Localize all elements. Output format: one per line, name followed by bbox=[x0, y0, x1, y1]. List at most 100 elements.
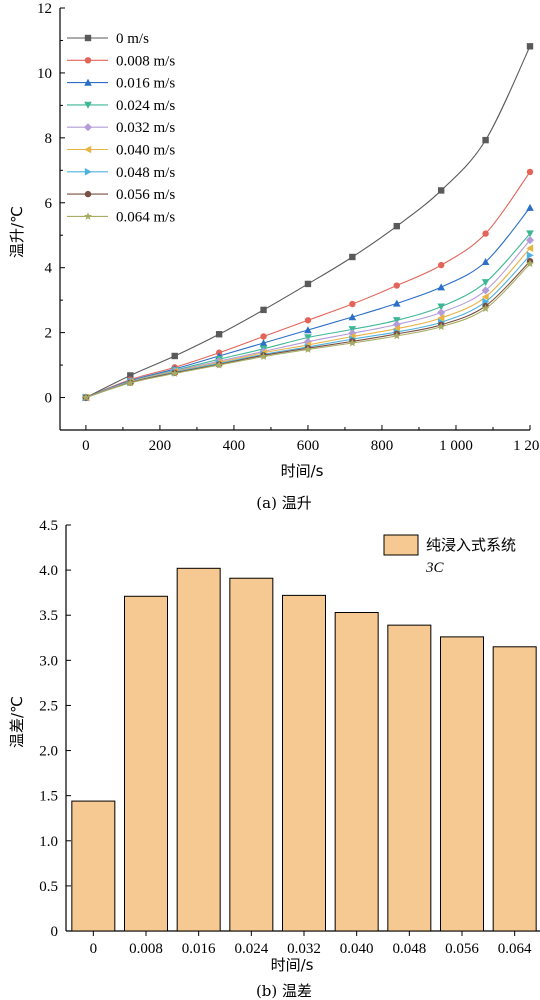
temperature-rise-line-chart: 0 2 4 6 8 10 12 0 200 400 600 800 1 000 1 200 0 m/s 0.… bbox=[8, 1, 540, 510]
x-tick-label: 600 bbox=[297, 438, 320, 454]
y-tick-label: 0 bbox=[51, 924, 59, 940]
bar bbox=[387, 624, 432, 932]
data-point bbox=[437, 283, 445, 291]
data-point bbox=[526, 236, 534, 245]
data-point bbox=[526, 251, 534, 260]
legend-label: 0.064 m/s bbox=[116, 209, 175, 225]
x-tick-label: 400 bbox=[223, 438, 246, 454]
legend-label: 0.032 m/s bbox=[116, 120, 175, 136]
y-tick-label: 2.5 bbox=[39, 698, 58, 714]
data-point bbox=[348, 338, 357, 347]
data-point bbox=[526, 259, 534, 268]
bar bbox=[282, 594, 326, 932]
legend-marker bbox=[84, 34, 92, 42]
data-point bbox=[481, 286, 490, 295]
legend-label: 0 m/s bbox=[116, 31, 149, 47]
data-point bbox=[81, 393, 90, 401]
series-8 bbox=[81, 259, 534, 401]
x-tick-label: 1 200 bbox=[513, 438, 540, 454]
y-tick-label: 4.5 bbox=[39, 518, 58, 534]
data-point bbox=[349, 300, 356, 308]
x-tick-label: 0 bbox=[82, 438, 90, 454]
series-line bbox=[85, 46, 531, 399]
x-tick-label: 0.008 bbox=[129, 941, 163, 957]
y-axis-title: 温升/℃ bbox=[8, 206, 26, 258]
y-axis-title: 温差/℃ bbox=[8, 696, 26, 748]
series-lines bbox=[81, 43, 534, 402]
x-tick-label: 800 bbox=[371, 438, 394, 454]
legend-item: 0.064 m/s bbox=[67, 209, 175, 225]
data-point bbox=[349, 253, 356, 261]
y-tick-label: 2 bbox=[45, 326, 53, 342]
legend-marker bbox=[84, 57, 92, 64]
legend-item: 0.024 m/s bbox=[67, 98, 175, 114]
data-point bbox=[526, 230, 534, 238]
caption-a: (a) 温升 bbox=[256, 494, 311, 510]
legend-label: 0.008 m/s bbox=[116, 53, 175, 69]
legend-label: 0.056 m/s bbox=[116, 187, 175, 203]
data-point bbox=[170, 369, 179, 377]
y-tick-label: 8 bbox=[45, 131, 53, 147]
x-tick-label: 0.040 bbox=[340, 941, 374, 957]
legend-label: 0.040 m/s bbox=[116, 143, 175, 159]
tick-labels: 0 0.5 1.0 1.5 2.0 2.5 3.0 3.5 4.0 4.5 0 0.008 0.016 0… bbox=[39, 518, 532, 957]
x-axis-title: 时间/s bbox=[281, 462, 324, 480]
legend-marker bbox=[84, 145, 92, 154]
data-point bbox=[437, 303, 445, 311]
x-tick-label: 0.024 bbox=[234, 941, 268, 957]
data-point bbox=[481, 293, 489, 301]
data-point bbox=[437, 187, 445, 194]
x-tick-label: 0.048 bbox=[392, 941, 426, 957]
data-point bbox=[482, 136, 489, 144]
x-tick-label: 1 000 bbox=[439, 438, 473, 454]
data-point bbox=[481, 258, 490, 266]
data-point bbox=[215, 331, 223, 338]
data-point bbox=[259, 339, 268, 347]
data-point bbox=[348, 313, 357, 321]
legend-label: 0.016 m/s bbox=[116, 76, 175, 92]
bar bbox=[440, 636, 484, 932]
legend-item: 0.008 m/s bbox=[67, 53, 175, 69]
tick-labels: 0 2 4 6 8 10 12 0 200 400 600 800 1 000 1 200 bbox=[37, 1, 540, 454]
data-point bbox=[437, 322, 446, 331]
data-point bbox=[171, 352, 178, 360]
legend-item: 0.032 m/s bbox=[67, 120, 175, 136]
data-point bbox=[215, 360, 224, 369]
bar bbox=[334, 612, 379, 932]
legend-item: 0.040 m/s bbox=[67, 143, 175, 159]
legend-marker bbox=[84, 190, 92, 198]
y-tick-label: 0.5 bbox=[39, 879, 58, 895]
data-point bbox=[304, 317, 312, 324]
legend-label: 0.024 m/s bbox=[116, 98, 175, 114]
legend-label: 纯浸入式系统 bbox=[426, 536, 516, 554]
legend-item: 0 m/s bbox=[67, 31, 149, 47]
legend: 纯浸入式系统 3C bbox=[383, 534, 516, 576]
data-point bbox=[437, 308, 446, 317]
legend-item: 0.016 m/s bbox=[67, 76, 175, 92]
data-point bbox=[304, 280, 312, 288]
x-tick-label: 0.056 bbox=[445, 941, 479, 957]
legend-label: 0.048 m/s bbox=[116, 165, 175, 181]
x-tick-label: 0 bbox=[90, 941, 98, 957]
data-point bbox=[393, 222, 400, 230]
data-point bbox=[526, 244, 534, 253]
data-point bbox=[481, 304, 490, 312]
data-point bbox=[526, 203, 534, 211]
data-point bbox=[481, 279, 490, 287]
data-point bbox=[526, 43, 534, 50]
x-tick-label: 0.064 bbox=[498, 941, 532, 957]
series-6 bbox=[82, 251, 534, 402]
data-point bbox=[392, 324, 400, 333]
legend-swatch bbox=[383, 534, 419, 556]
legend-item: 0.048 m/s bbox=[67, 165, 175, 181]
data-point bbox=[304, 326, 312, 334]
series-line bbox=[85, 207, 531, 399]
y-tick-label: 3.5 bbox=[39, 608, 58, 624]
x-tick-label: 0.032 bbox=[287, 941, 321, 957]
bar bbox=[71, 800, 116, 932]
y-tick-label: 1.0 bbox=[39, 834, 58, 850]
data-point bbox=[526, 168, 534, 176]
legend: 0 m/s 0.008 m/s 0.016 m/s 0.024 m/s 0.032 m/… bbox=[67, 31, 175, 225]
data-point bbox=[260, 306, 267, 314]
x-tick-label: 200 bbox=[149, 438, 172, 454]
